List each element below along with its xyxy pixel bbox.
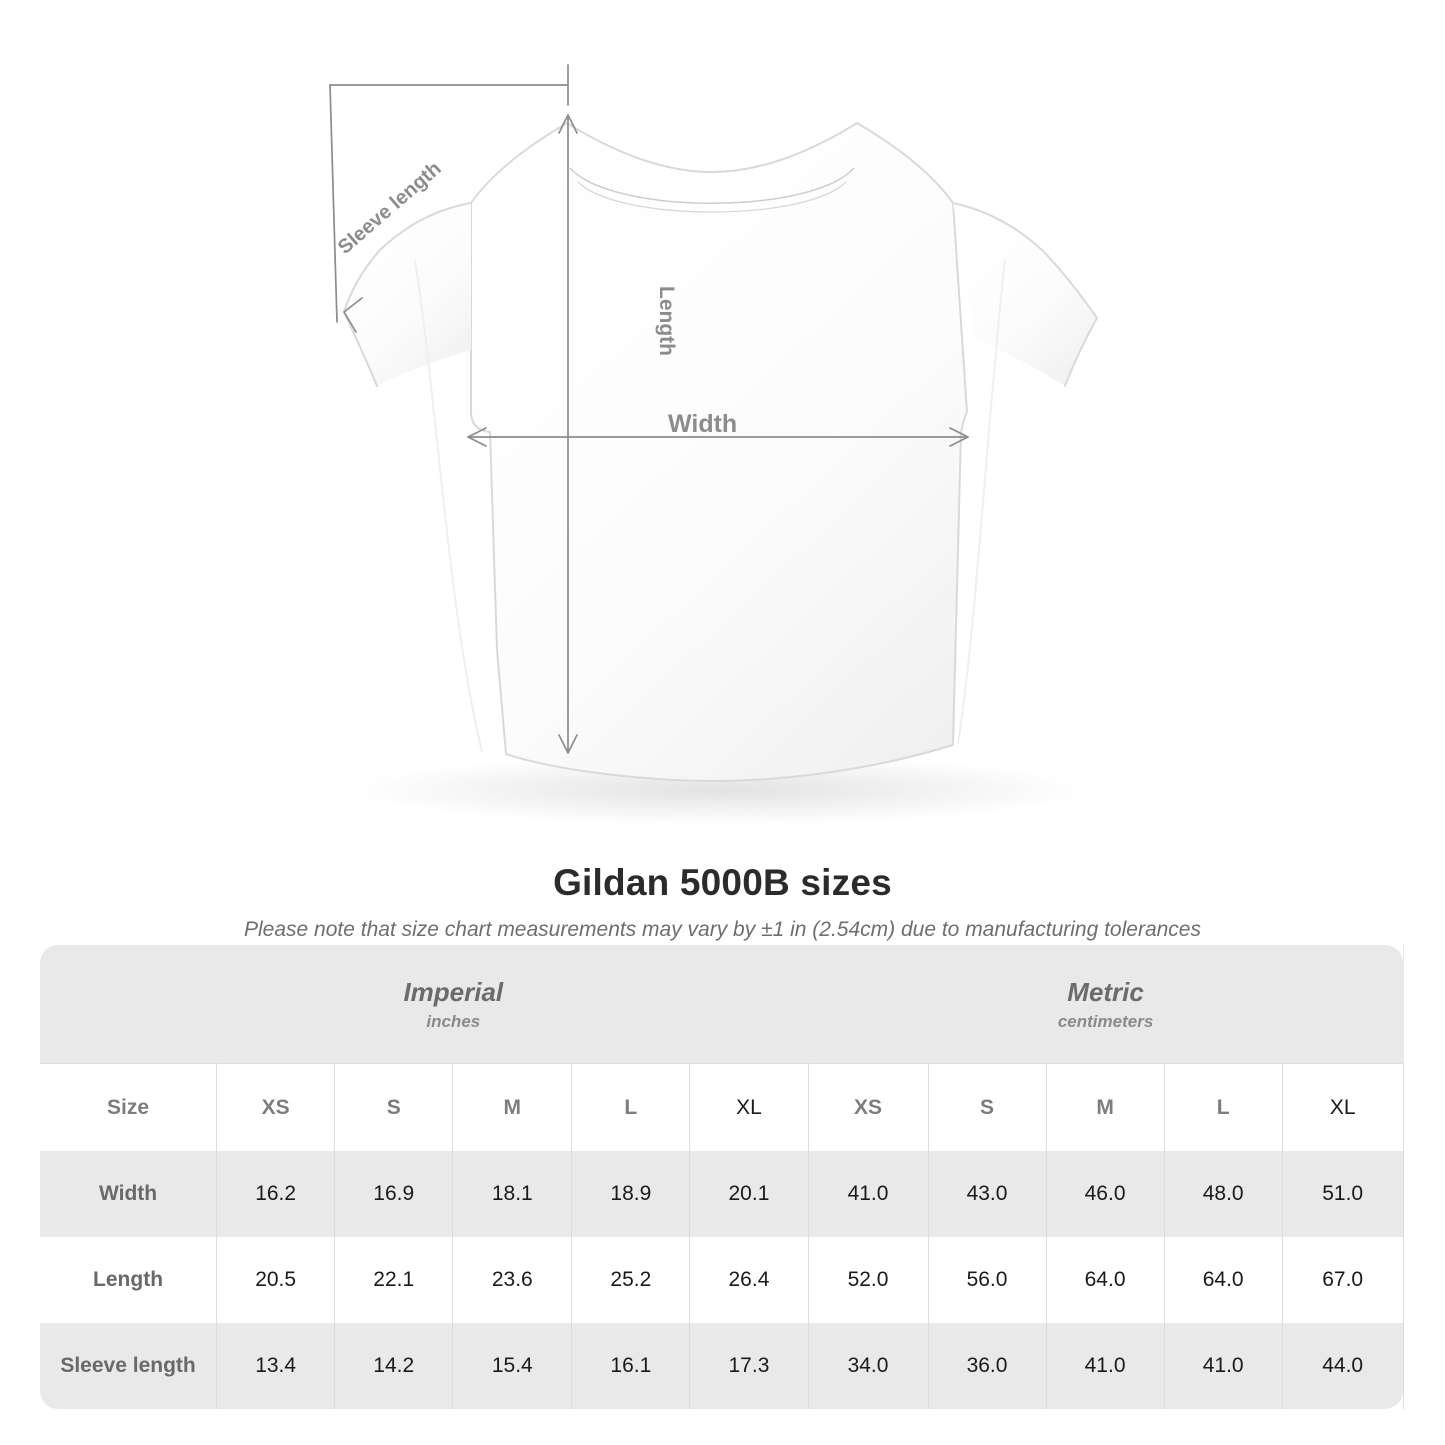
svg-text:Length: Length	[655, 286, 678, 356]
svg-text:Width: Width	[668, 410, 737, 438]
